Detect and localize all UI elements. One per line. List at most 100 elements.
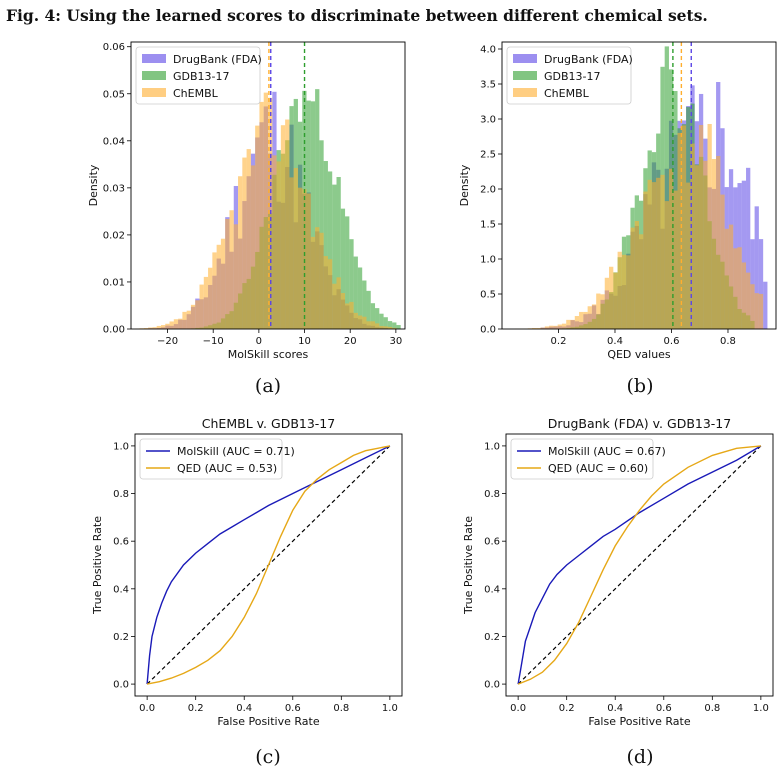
hist-bar	[758, 293, 764, 329]
hist-bar	[596, 293, 601, 329]
x-tick-label: 0.0	[139, 703, 155, 714]
y-tick-label: 0.6	[484, 537, 500, 548]
hist-bar	[332, 283, 337, 329]
hist-bar	[310, 236, 316, 329]
legend-box	[510, 438, 654, 480]
hist-bar	[668, 168, 674, 329]
x-tick-label: 20	[344, 336, 357, 347]
hist-bar	[758, 239, 764, 329]
hist-bar	[220, 238, 226, 329]
x-tick-label: 0.2	[559, 703, 575, 714]
hist-bar	[169, 321, 174, 329]
hist-bar	[362, 280, 367, 329]
hist-bar	[643, 191, 648, 329]
hist-bar	[387, 321, 393, 329]
hist-bar	[698, 125, 704, 329]
legend-label: GDB13-17	[173, 70, 230, 83]
x-tick-label: 1.0	[382, 703, 398, 714]
hist-bar	[626, 255, 631, 329]
hist-bar	[160, 325, 166, 329]
y-tick-label: 1.0	[484, 441, 500, 452]
hist-bar	[272, 155, 277, 329]
hist-bar	[741, 262, 747, 329]
hist-bar	[353, 312, 358, 329]
x-tick-label: 0.6	[285, 703, 301, 714]
y-tick-label: 0.01	[103, 277, 125, 288]
hist-bar	[370, 321, 376, 329]
roc-curve-qed_line	[517, 445, 761, 685]
subplot-label: (a)	[255, 375, 281, 397]
hist-bar	[681, 125, 687, 329]
hist-bar	[392, 327, 397, 329]
hist-bar	[737, 247, 742, 329]
legend-box	[139, 438, 283, 480]
x-tick-label: 0.4	[236, 703, 252, 714]
hist-bar	[634, 221, 639, 329]
hist-bar	[336, 277, 341, 329]
legend-label: QED (AUC = 0.60)	[548, 462, 648, 475]
hist-bar	[716, 156, 721, 329]
hist-bar	[340, 293, 346, 329]
y-tick-label: 1.0	[113, 441, 129, 452]
legend: MolSkill (AUC = 0.71) QED (AUC = 0.53)	[139, 438, 295, 480]
legend-label: GDB13-17	[544, 70, 601, 83]
hist-bar	[173, 319, 179, 329]
hist-bar	[561, 323, 567, 329]
hist-bar	[754, 293, 759, 329]
hist-bar	[327, 171, 333, 329]
hist-bar	[664, 46, 669, 329]
axes-frame	[501, 41, 777, 330]
hist-bar	[357, 315, 363, 329]
hist-bar	[208, 267, 213, 329]
hist-bar	[259, 101, 264, 329]
legend: DrugBank (FDA) GDB13-17 ChEMBL	[506, 46, 633, 105]
hist-bar	[609, 266, 614, 329]
hist-bar	[319, 232, 324, 329]
y-tick-label: 0.03	[103, 183, 125, 194]
y-tick-label: 0.2	[484, 632, 500, 643]
plot-area-c	[146, 445, 391, 685]
subplot-a: −20 −10 0 10 20 30 0.00 0.01 0.02 0.03 0.04 0.05 0.0…	[87, 41, 406, 361]
chance-diagonal	[517, 445, 762, 685]
hist-bar	[383, 326, 388, 329]
y-tick-label: 0.4	[484, 584, 500, 595]
y-tick-label: 0.04	[103, 136, 125, 147]
hist-bar	[690, 143, 695, 329]
hist-bar	[246, 149, 251, 329]
hist-bar	[203, 276, 209, 329]
hist-bar	[255, 125, 260, 329]
hist-bar	[707, 123, 712, 329]
hist-bar	[664, 201, 669, 329]
y-tick-label: 4.0	[480, 45, 496, 56]
hist-bar	[306, 193, 311, 329]
figure-title: Fig. 4: Using the learned scores to disc…	[6, 6, 708, 25]
hist-bar	[536, 327, 541, 329]
legend-label: ChEMBL	[544, 87, 590, 100]
x-axis-label: MolSkill scores	[228, 348, 309, 361]
hist-bar	[686, 182, 691, 329]
hist-bar	[263, 92, 268, 329]
hist-bar	[383, 317, 388, 329]
legend: MolSkill (AUC = 0.67) QED (AUC = 0.60)	[510, 438, 666, 480]
hist-bar	[182, 311, 187, 329]
hist-bar	[362, 316, 367, 329]
hist-bar	[379, 326, 384, 329]
legend: DrugBank (FDA) GDB13-17 ChEMBL	[135, 46, 262, 105]
legend-box	[506, 46, 632, 105]
x-tick-label: 30	[389, 336, 402, 347]
hist-bar	[152, 327, 157, 329]
hist-bar	[746, 272, 751, 329]
legend-swatch-chembl	[142, 88, 166, 97]
hist-bar	[750, 284, 755, 329]
hist-bar	[212, 252, 217, 329]
hist-bar	[711, 159, 717, 329]
y-tick-label: 0.00	[103, 325, 125, 336]
hist-bar	[293, 168, 298, 329]
hist-bar	[724, 228, 729, 329]
legend-label: QED (AUC = 0.53)	[177, 462, 277, 475]
hist-bar	[349, 301, 354, 329]
y-tick-label: 2.0	[480, 185, 496, 196]
hist-bar	[276, 161, 281, 329]
y-tick-label: 3.5	[480, 80, 496, 91]
